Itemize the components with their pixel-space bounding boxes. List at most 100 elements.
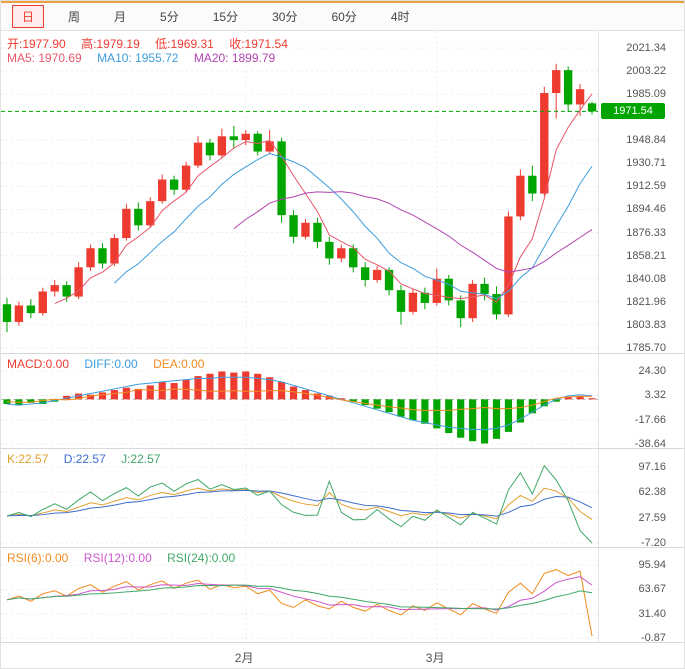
j-line: [6, 464, 593, 544]
dea-line: [6, 388, 593, 411]
tab-5min[interactable]: 5分: [160, 10, 179, 24]
candle-body: [528, 175, 537, 194]
candle-body: [337, 248, 346, 259]
kdj-plot[interactable]: K:22.57 D:22.57 J:22.57: [1, 449, 598, 548]
macd-bar: [98, 392, 107, 400]
macd-bar: [75, 393, 83, 400]
macd-bar: [218, 371, 226, 400]
macd-bar: [63, 395, 71, 400]
open-value: 开:1977.90: [7, 37, 66, 51]
rsi-readout: RSI(6):0.00 RSI(12):0.00 RSI(24):0.00: [7, 551, 247, 565]
macd-bar: [266, 377, 274, 400]
rsi12-value: RSI(12):0.00: [83, 551, 152, 565]
macd-bar: [110, 390, 119, 400]
axis-label: 1858.21: [626, 249, 666, 262]
macd-bar: [254, 373, 262, 400]
candle-body: [360, 267, 370, 281]
candle-body: [2, 304, 12, 323]
candle-body: [253, 133, 262, 152]
ohlc-readout: 开:1977.90 高:1979.19 低:1969.31 收:1971.54: [7, 35, 300, 52]
axis-label: 2003.22: [626, 65, 666, 78]
candlestick-chart[interactable]: [1, 31, 598, 353]
macd-bar: [3, 399, 11, 404]
macd-bar: [588, 398, 596, 400]
candlestick-plot[interactable]: 开:1977.90 高:1979.19 低:1969.31 收:1971.54 …: [1, 31, 598, 353]
macd-bar: [433, 399, 441, 429]
candle-body: [587, 103, 597, 112]
time-axis: 2月 3月: [1, 642, 684, 668]
macd-bar: [313, 393, 321, 400]
candle-body: [480, 283, 489, 295]
candle-body: [26, 305, 36, 314]
axis-label: 1785.70: [626, 341, 666, 354]
axis-label: -0.87: [640, 632, 666, 645]
macd-bar: [27, 399, 35, 403]
kdj-chart[interactable]: [1, 449, 598, 548]
kdj-readout: K:22.57 D:22.57 J:22.57: [7, 452, 172, 466]
time-axis-label: 3月: [425, 651, 445, 665]
kdj-panel: K:22.57 D:22.57 J:22.57 97.16 62.38 27.59 -…: [1, 448, 684, 549]
rsi6-value: RSI(6):0.00: [7, 551, 69, 565]
rsi-chart[interactable]: [1, 548, 598, 643]
candle-body: [14, 305, 24, 323]
k-line: [6, 487, 593, 520]
candle-body: [181, 165, 191, 190]
candle-body: [575, 89, 585, 105]
close-value: 收:1971.54: [229, 37, 288, 51]
tab-daily[interactable]: 日: [12, 5, 45, 28]
macd-bar: [457, 399, 465, 438]
axis-label: 24.30: [638, 365, 666, 378]
candle-body: [349, 248, 358, 268]
axis-label: 2021.34: [626, 42, 666, 55]
price-axis: 1971.54 2021.34 2003.22 1985.09 1948.84 1930…: [598, 31, 684, 354]
candle-body: [146, 201, 155, 226]
macd-bar: [349, 399, 357, 402]
macd-bar: [146, 385, 154, 400]
candle-body: [432, 278, 441, 303]
candle-body: [540, 93, 549, 194]
axis-label: -17.66: [634, 413, 666, 426]
price-panel: 开:1977.90 高:1979.19 低:1969.31 收:1971.54 …: [1, 31, 684, 354]
axis-label: 1948.84: [626, 134, 666, 147]
rsi-axis: 95.94 63.67 31.40 -0.87: [598, 548, 684, 645]
candle-body: [62, 285, 71, 297]
macd-chart[interactable]: [1, 354, 598, 449]
macd-bar: [492, 399, 501, 439]
macd-plot[interactable]: MACD:0.00 DIFF:0.00 DEA:0.00: [1, 354, 598, 449]
macd-bar: [385, 399, 393, 413]
candle-body: [396, 290, 406, 312]
time-axis-label: 2月: [234, 651, 254, 665]
candle-body: [552, 70, 561, 94]
k-value: K:22.57: [7, 452, 49, 466]
axis-label: -38.64: [634, 438, 666, 451]
tab-60min[interactable]: 60分: [331, 10, 357, 24]
macd-bar: [86, 394, 95, 400]
tab-4hour[interactable]: 4时: [390, 10, 410, 24]
candle-body: [98, 248, 107, 264]
tab-monthly[interactable]: 月: [114, 10, 127, 24]
macd-panel: MACD:0.00 DIFF:0.00 DEA:0.00 24.30 3.32 -1…: [1, 353, 684, 451]
macd-readout: MACD:0.00 DIFF:0.00 DEA:0.00: [7, 357, 216, 371]
high-value: 高:1979.19: [81, 37, 140, 51]
candle-body: [205, 142, 215, 156]
candle-body: [408, 292, 418, 312]
macd-axis: 24.30 3.32 -17.66 -38.64: [598, 354, 684, 451]
candle-body: [74, 267, 83, 297]
axis-label: 1876.33: [626, 226, 666, 239]
d-line: [6, 489, 593, 517]
axis-label: 1821.96: [626, 295, 666, 308]
tab-weekly[interactable]: 周: [68, 10, 81, 24]
macd-bar: [528, 399, 536, 414]
ma5-value: MA5: 1970.69: [7, 51, 82, 65]
rsi-plot[interactable]: RSI(6):0.00 RSI(12):0.00 RSI(24):0.00: [1, 548, 598, 643]
macd-bar: [445, 399, 453, 434]
axis-label: 62.38: [638, 486, 666, 499]
tab-15min[interactable]: 15分: [212, 10, 239, 24]
candle-body: [241, 133, 250, 141]
macd-bar: [373, 399, 381, 409]
axis-label: 97.16: [638, 460, 666, 473]
rsi-panel: RSI(6):0.00 RSI(12):0.00 RSI(24):0.00 95…: [1, 547, 684, 645]
candle-body: [193, 142, 203, 166]
tab-30min[interactable]: 30分: [272, 10, 298, 24]
candle-body: [384, 269, 394, 291]
